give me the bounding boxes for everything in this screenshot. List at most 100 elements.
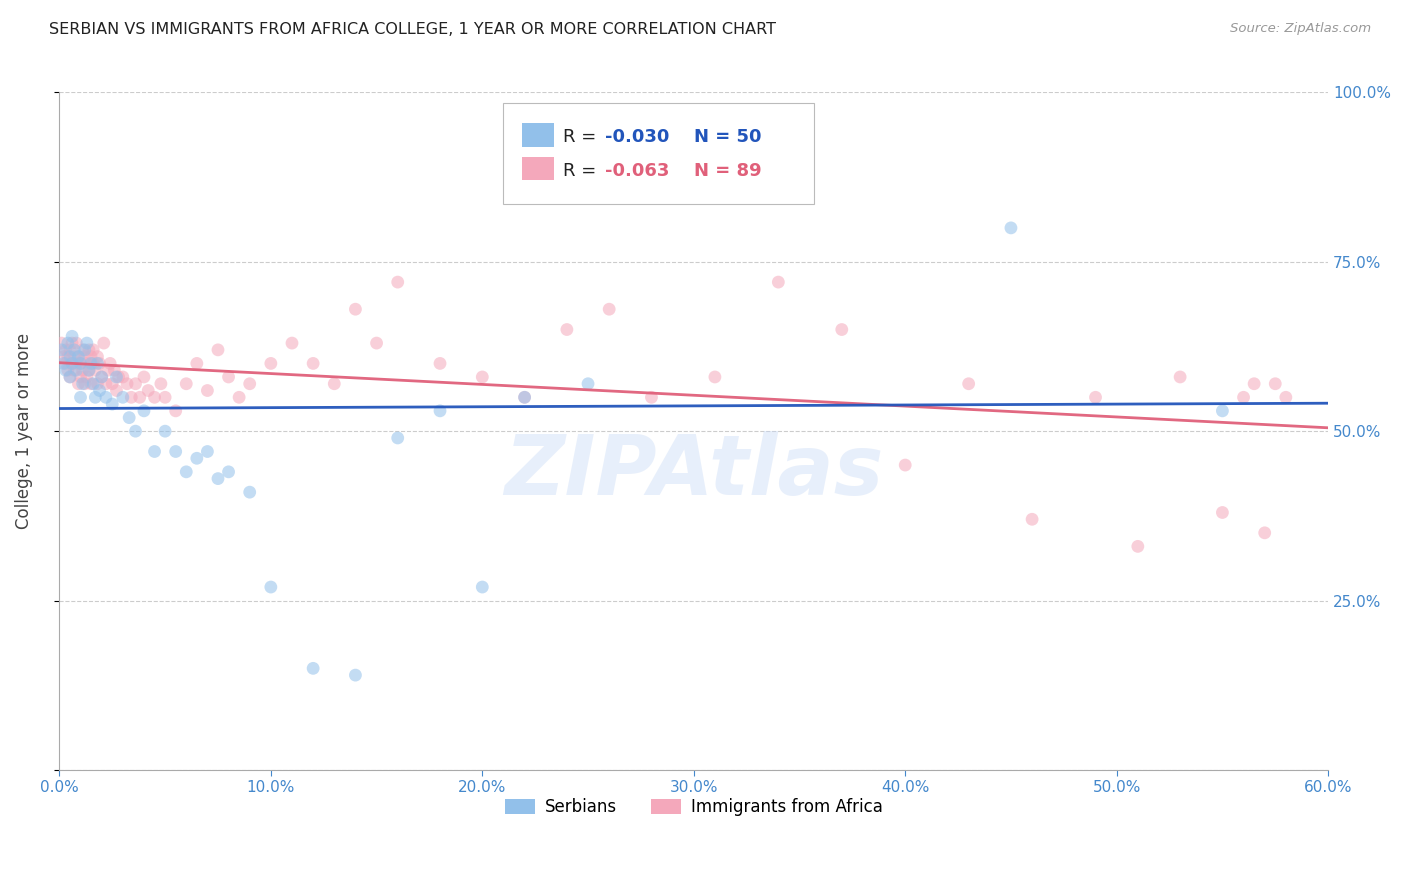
Bar bbox=[523, 123, 554, 146]
Point bbox=[302, 661, 325, 675]
Legend: Serbians, Immigrants from Africa: Serbians, Immigrants from Africa bbox=[499, 791, 889, 822]
Point bbox=[60, 329, 83, 343]
Point bbox=[894, 458, 917, 472]
Point bbox=[207, 343, 229, 357]
Point bbox=[344, 668, 367, 682]
Point bbox=[86, 350, 108, 364]
Point bbox=[59, 350, 82, 364]
Point bbox=[768, 275, 790, 289]
Point bbox=[555, 322, 578, 336]
Point bbox=[55, 356, 77, 370]
Text: N = 89: N = 89 bbox=[693, 162, 762, 180]
Point bbox=[101, 397, 124, 411]
Point bbox=[105, 370, 128, 384]
Point bbox=[80, 356, 103, 370]
Point bbox=[165, 444, 187, 458]
Point bbox=[115, 376, 138, 391]
Point bbox=[1264, 376, 1286, 391]
Point bbox=[124, 376, 146, 391]
Point bbox=[120, 390, 142, 404]
Point bbox=[831, 322, 853, 336]
Point bbox=[1021, 512, 1043, 526]
Point bbox=[84, 363, 107, 377]
Point bbox=[89, 384, 111, 398]
Point bbox=[165, 404, 187, 418]
Point bbox=[471, 580, 494, 594]
Point bbox=[77, 363, 100, 377]
Point bbox=[103, 363, 125, 377]
Point bbox=[197, 444, 219, 458]
Point bbox=[51, 343, 73, 357]
Point bbox=[111, 390, 134, 404]
Point bbox=[76, 356, 98, 370]
Point bbox=[186, 451, 208, 466]
Point bbox=[1000, 220, 1022, 235]
Point bbox=[60, 356, 83, 370]
Text: R =: R = bbox=[562, 128, 602, 146]
Point bbox=[76, 336, 98, 351]
Point bbox=[132, 370, 155, 384]
Point bbox=[67, 376, 90, 391]
Point bbox=[73, 343, 96, 357]
Point bbox=[1084, 390, 1107, 404]
Point bbox=[143, 390, 166, 404]
Point bbox=[86, 356, 108, 370]
Point bbox=[1211, 506, 1233, 520]
Point bbox=[63, 350, 86, 364]
Point bbox=[72, 343, 94, 357]
Point bbox=[1243, 376, 1265, 391]
Point bbox=[344, 302, 367, 317]
Point bbox=[128, 390, 150, 404]
Text: -0.063: -0.063 bbox=[605, 162, 669, 180]
Point bbox=[76, 370, 98, 384]
FancyBboxPatch shape bbox=[503, 103, 814, 204]
Point bbox=[80, 350, 103, 364]
Point bbox=[323, 376, 346, 391]
Point bbox=[957, 376, 980, 391]
Text: N = 50: N = 50 bbox=[693, 128, 761, 146]
Point bbox=[51, 336, 73, 351]
Point bbox=[1168, 370, 1191, 384]
Y-axis label: College, 1 year or more: College, 1 year or more bbox=[15, 333, 32, 529]
Point bbox=[1275, 390, 1298, 404]
Point bbox=[260, 580, 283, 594]
Point bbox=[218, 370, 240, 384]
Point bbox=[73, 350, 96, 364]
Point bbox=[153, 424, 176, 438]
Point bbox=[56, 336, 79, 351]
Point bbox=[59, 343, 82, 357]
Point bbox=[98, 356, 121, 370]
Point bbox=[207, 472, 229, 486]
Point bbox=[143, 444, 166, 458]
Point bbox=[105, 384, 128, 398]
Point bbox=[1254, 525, 1277, 540]
Point bbox=[56, 350, 79, 364]
Point bbox=[60, 356, 83, 370]
Point bbox=[260, 356, 283, 370]
Point bbox=[513, 390, 536, 404]
Point bbox=[55, 343, 77, 357]
Point bbox=[387, 431, 409, 445]
Point bbox=[65, 336, 87, 351]
Point bbox=[52, 350, 75, 364]
Point bbox=[747, 186, 769, 201]
Point bbox=[429, 356, 451, 370]
Point bbox=[59, 370, 82, 384]
Point bbox=[69, 390, 91, 404]
Point bbox=[60, 336, 83, 351]
Point bbox=[86, 376, 108, 391]
Point bbox=[93, 336, 115, 351]
Text: SERBIAN VS IMMIGRANTS FROM AFRICA COLLEGE, 1 YEAR OR MORE CORRELATION CHART: SERBIAN VS IMMIGRANTS FROM AFRICA COLLEG… bbox=[49, 22, 776, 37]
Point bbox=[186, 356, 208, 370]
Point bbox=[69, 370, 91, 384]
Point bbox=[598, 302, 620, 317]
Point bbox=[1211, 404, 1233, 418]
Point bbox=[703, 370, 725, 384]
Point bbox=[55, 363, 77, 377]
Point bbox=[1232, 390, 1254, 404]
Point bbox=[124, 424, 146, 438]
Point bbox=[82, 376, 104, 391]
Point bbox=[63, 363, 86, 377]
Point bbox=[239, 485, 262, 500]
Point bbox=[136, 384, 159, 398]
